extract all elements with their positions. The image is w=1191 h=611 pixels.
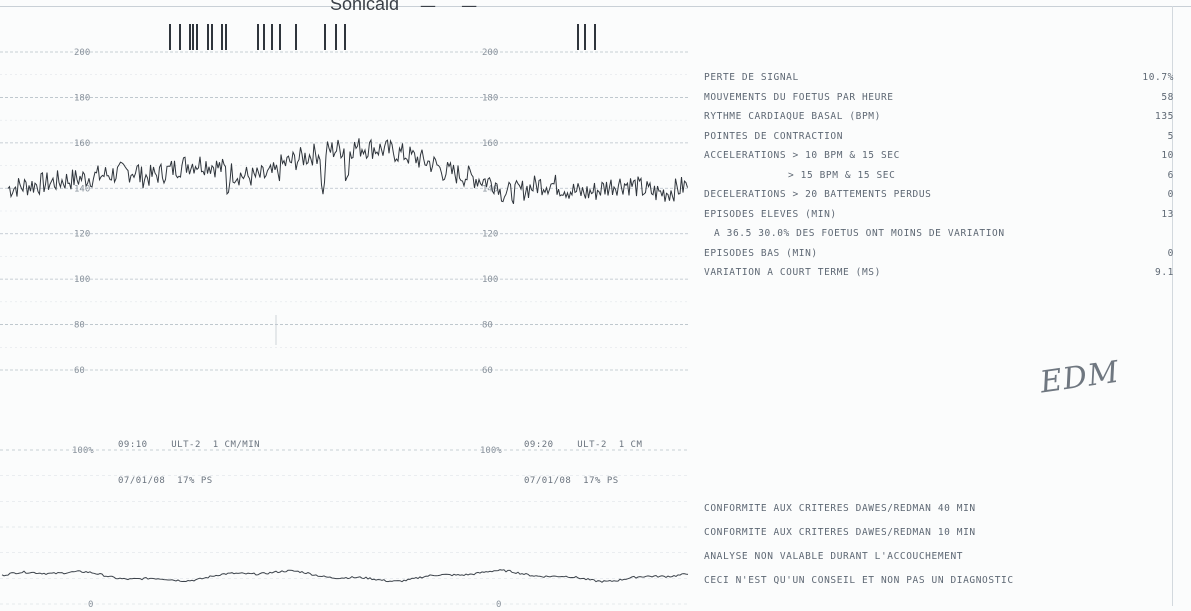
stat-value: 13 [1161,208,1174,220]
stat-label: VARIATION A COURT TERME (MS) [704,267,881,278]
footer-line: ANALYSE NON VALABLE DURANT L'ACCOUCHEMEN… [704,551,964,562]
brand-title: Sonicaid [330,0,400,14]
stat-label: A 36.5 30.0% DES FOETUS ONT MOINS DE VAR… [714,228,1005,239]
stat-label: POINTES DE CONTRACTION [704,130,844,142]
analysis-stats: PERTE DE SIGNAL 10.7% MOUVEMENTS DU FOETU… [704,68,1174,283]
ctg-chart: 200 200 180 180 160 160 140 140 120 120 100 100 80 80… [0,24,690,610]
stat-value: 0 [1167,247,1174,259]
stat-row: POINTES DE CONTRACTION 5 [704,127,1174,147]
stat-row: PERTE DE SIGNAL 10.7% [704,68,1174,88]
stat-label: EPISODES BAS (MIN) [704,247,818,259]
stamp-2-line2: 07/01/08 17% PS [524,476,619,486]
fhr-axis-tick-label: 120 [74,230,90,240]
footer-line: CONFORMITE AUX CRITERES DAWES/REDMAN 40 … [704,503,976,514]
stat-label: MOUVEMENTS DU FOETUS PAR HEURE [704,91,894,103]
brand-marks: — — [420,0,488,15]
stat-value: 9.1 [1155,267,1174,278]
stat-row: VARIATION A COURT TERME (MS) 9.1 [704,263,1174,283]
fhr-axis-tick-label: 140 [482,184,498,194]
stat-value: 58 [1161,91,1174,103]
stat-value: 135 [1155,111,1174,122]
stamp-1-line2: 07/01/08 17% PS [118,476,213,486]
chart-stamp-1: 09:10 ULT-2 1 CM/MIN 07/01/08 17% PS [118,415,260,511]
fhr-axis-tick-label: 140 [74,184,90,194]
page-border-top [0,6,1191,7]
stat-row: DECELERATIONS > 20 BATTEMENTS PERDUS 0 [704,185,1174,205]
fhr-axis-tick-label: 200 [482,48,498,58]
fetal-movement-marks [169,24,596,50]
stat-row: RYTHME CARDIAQUE BASAL (BPM) 135 [704,107,1174,127]
toco-axis-tick-label: 0 [496,600,501,610]
fhr-axis-tick-label: 180 [74,93,90,103]
chart-grid [0,51,690,605]
stat-label: ACCELERATIONS > 10 BPM & 15 SEC [704,150,900,161]
footer-line: CECI N'EST QU'UN CONSEIL ET NON PAS UN D… [704,575,1014,586]
stamp-2-line1: 09:20 ULT-2 1 CM [524,440,643,450]
fhr-axis-tick-label: 180 [482,93,498,103]
stat-label: > 15 BPM & 15 SEC [788,169,896,181]
toco-axis-tick-label: 100% [72,446,94,456]
stat-row: MOUVEMENTS DU FOETUS PAR HEURE 58 [704,88,1174,108]
stat-row: ACCELERATIONS > 10 BPM & 15 SEC 10 [704,146,1174,166]
stat-value: 6 [1167,169,1174,181]
toco-trace [1,569,689,583]
footer-line: CONFORMITE AUX CRITERES DAWES/REDMAN 10 … [704,527,976,538]
stamp-1-line1: 09:10 ULT-2 1 CM/MIN [118,440,261,450]
stat-value: 5 [1167,130,1174,142]
stat-value: 10 [1161,150,1174,161]
stat-row: EPISODES BAS (MIN) 0 [704,244,1174,264]
fhr-axis-tick-label: 160 [482,139,498,149]
chart-stamp-2: 09:20 ULT-2 1 CM 07/01/08 17% PS [524,415,642,511]
fhr-axis-tick-label: 80 [74,321,85,331]
fhr-axis-tick-label: 60 [482,366,493,376]
fhr-axis-tick-label: 120 [482,230,498,240]
fhr-axis-tick-label: 160 [74,139,90,149]
page-border-right [1172,6,1173,606]
stat-label: DECELERATIONS > 20 BATTEMENTS PERDUS [704,189,932,200]
fhr-trace [7,138,688,204]
report-footer: CONFORMITE AUX CRITERES DAWES/REDMAN 40 … [704,497,1164,593]
stat-row: A 36.5 30.0% DES FOETUS ONT MOINS DE VAR… [704,224,1174,244]
stat-label: PERTE DE SIGNAL [704,72,799,83]
fhr-axis-tick-label: 100 [74,275,90,285]
fhr-axis-tick-label: 200 [74,48,90,58]
toco-axis-tick-label: 100% [480,446,502,456]
stat-row: > 15 BPM & 15 SEC 6 [704,166,1174,186]
toco-axis-tick-label: 0 [88,600,93,610]
stat-label: EPISODES ELEVES (MIN) [704,208,837,220]
fhr-axis-tick-label: 80 [482,321,493,331]
fhr-axis-tick-label: 60 [74,366,85,376]
chart-axis-labels: 200 200 180 180 160 160 140 140 120 120 100 100 80 80… [72,48,502,610]
fhr-axis-tick-label: 100 [482,275,498,285]
stat-label: RYTHME CARDIAQUE BASAL (BPM) [704,111,881,122]
stat-row: EPISODES ELEVES (MIN) 13 [704,205,1174,225]
handwritten-signature: EDM [1037,354,1122,401]
stat-value: 0 [1167,189,1174,200]
stat-value: 10.7% [1142,72,1174,83]
